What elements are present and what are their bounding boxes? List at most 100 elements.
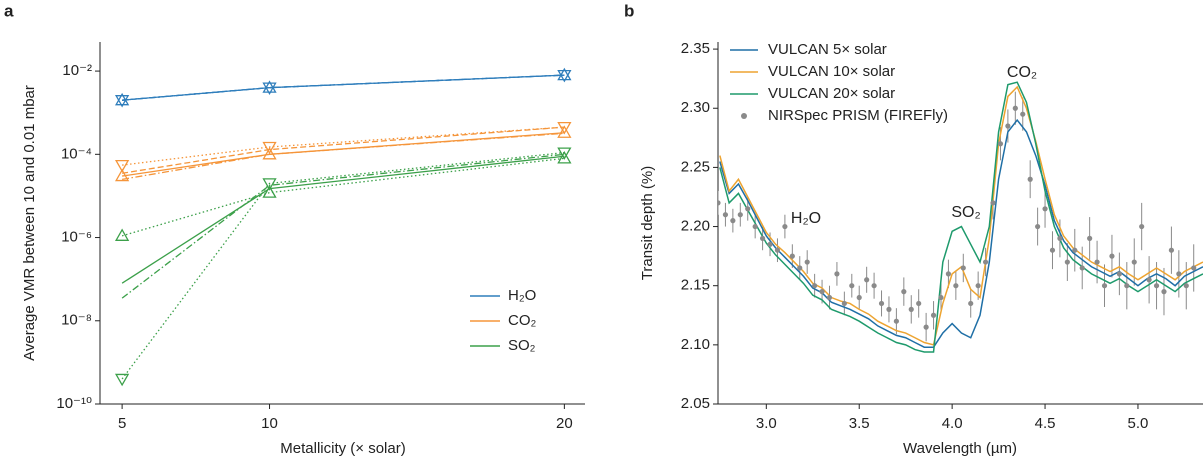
data-point (938, 294, 944, 301)
data-point (916, 300, 922, 307)
data-point (930, 312, 937, 318)
data-point (730, 218, 736, 224)
series-line (121, 153, 565, 299)
data-point (797, 265, 803, 271)
data-point (1176, 271, 1182, 277)
y-tick-label: 10⁻⁶ (61, 229, 92, 246)
x-tick-label: 20 (556, 415, 573, 432)
data-point (1168, 247, 1175, 253)
series-line (122, 74, 565, 101)
data-point (1012, 105, 1018, 111)
data-point (1161, 289, 1167, 295)
marker (557, 67, 572, 81)
data-point (1131, 259, 1137, 265)
marker (262, 141, 277, 155)
x-axis-label: Wavelength (µm) (903, 440, 1017, 457)
legend-label: CO₂ (508, 312, 537, 329)
annotation: SO₂ (951, 204, 980, 221)
y-tick-label: 2.25 (681, 158, 710, 175)
data-point (1049, 247, 1056, 253)
x-tick-label: 3.0 (756, 415, 777, 432)
data-point (953, 283, 959, 289)
y-tick-label: 2.20 (681, 218, 710, 235)
data-point (789, 253, 795, 259)
data-point (975, 283, 981, 289)
panel-label: b (624, 1, 634, 20)
data-point (841, 300, 847, 307)
marker (262, 82, 277, 95)
plot-area (718, 81, 1203, 353)
data-point (819, 289, 825, 295)
marker (114, 373, 130, 387)
x-tick-label: 4.0 (942, 415, 963, 432)
y-tick-label: 10⁻⁴ (61, 145, 92, 162)
x-tick-label: 3.5 (849, 415, 870, 432)
marker (557, 151, 572, 164)
data-point (1153, 283, 1160, 289)
series-line (121, 157, 565, 237)
data-point (1146, 277, 1152, 283)
data-point (997, 141, 1004, 147)
data-point (960, 265, 966, 271)
data-point (834, 271, 840, 277)
series-line (122, 74, 565, 101)
data-point (1116, 271, 1122, 277)
y-tick-label: 2.15 (681, 277, 710, 294)
x-axis-label: Metallicity (× solar) (280, 440, 405, 457)
marker (557, 121, 572, 135)
data-point (737, 212, 743, 218)
marker (557, 147, 572, 160)
legend-label: NIRSpec PRISM (FIREFly) (768, 107, 948, 124)
data-point (718, 200, 721, 206)
data-point (767, 241, 773, 247)
data-point (908, 306, 914, 312)
data-point (722, 212, 729, 218)
data-point (1079, 265, 1085, 271)
data-point (745, 206, 751, 212)
data-point (1094, 259, 1100, 265)
data-point (782, 223, 788, 230)
data-point (945, 271, 952, 277)
x-tick-label: 5.0 (1128, 415, 1149, 432)
data-point (1072, 247, 1078, 253)
data-point (1101, 283, 1108, 289)
data-point (856, 294, 862, 301)
data-point (826, 294, 833, 301)
legend-label: H₂O (508, 287, 536, 304)
series-line (122, 74, 565, 101)
marker (114, 168, 130, 182)
panel-label: a (4, 1, 14, 20)
y-axis-label: Transit depth (%) (639, 166, 656, 281)
marker (114, 228, 130, 241)
data-point (1087, 235, 1093, 241)
data-point (1005, 123, 1011, 129)
marker (557, 69, 572, 83)
legend-label: VULCAN 10× solar (768, 63, 895, 80)
data-point (864, 277, 870, 283)
data-point (982, 259, 989, 265)
y-tick-label: 2.05 (681, 395, 710, 412)
data-point (1124, 283, 1130, 289)
series-line (122, 126, 565, 166)
x-tick-label: 4.5 (1035, 415, 1056, 432)
x-tick-label: 5 (118, 415, 126, 432)
series-line (122, 132, 565, 181)
x-tick-label: 10 (261, 415, 278, 432)
data-point (1027, 176, 1033, 182)
marker (114, 95, 130, 108)
data-point (849, 283, 855, 289)
data-point (1183, 283, 1189, 289)
data-point (1139, 223, 1145, 230)
data-point (812, 283, 818, 289)
data-point (804, 259, 810, 265)
data-point (871, 283, 877, 289)
series-line (121, 155, 565, 284)
data-point (1042, 206, 1048, 212)
data-point (1020, 111, 1026, 117)
marker (262, 178, 277, 191)
y-tick-label: 10⁻⁸ (61, 312, 92, 329)
data-point (759, 235, 766, 241)
data-point (923, 324, 929, 330)
series-line (122, 126, 565, 174)
